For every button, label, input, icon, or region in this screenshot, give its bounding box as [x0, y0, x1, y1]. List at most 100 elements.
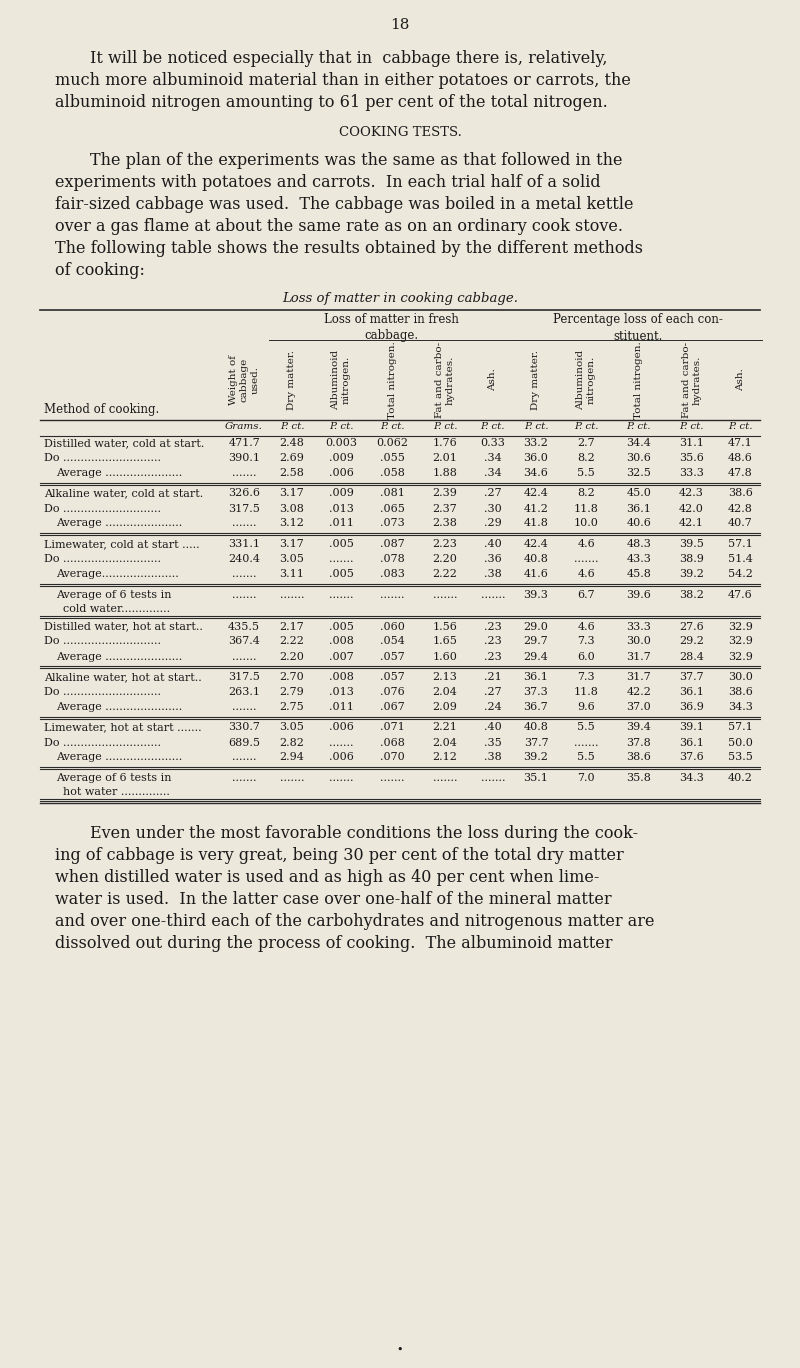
- Text: 2.13: 2.13: [433, 672, 458, 683]
- Text: 27.6: 27.6: [679, 621, 704, 632]
- Text: 0.33: 0.33: [481, 438, 506, 447]
- Text: Loss of matter in cooking cabbage.: Loss of matter in cooking cabbage.: [282, 291, 518, 305]
- Text: Fat and carbo-
hydrates.: Fat and carbo- hydrates.: [682, 342, 702, 419]
- Text: 435.5: 435.5: [228, 621, 260, 632]
- Text: 34.6: 34.6: [523, 468, 548, 477]
- Text: 48.3: 48.3: [626, 539, 651, 549]
- Text: 471.7: 471.7: [228, 438, 260, 447]
- Text: 2.79: 2.79: [279, 687, 304, 698]
- Text: .......: .......: [280, 773, 304, 782]
- Text: .......: .......: [232, 569, 256, 579]
- Text: 33.3: 33.3: [626, 621, 651, 632]
- Text: Average of 6 tests in: Average of 6 tests in: [56, 590, 171, 599]
- Text: 53.5: 53.5: [728, 752, 753, 762]
- Text: 2.75: 2.75: [279, 702, 304, 711]
- Text: 5.5: 5.5: [578, 468, 595, 477]
- Text: 57.1: 57.1: [728, 539, 753, 549]
- Text: .057: .057: [380, 672, 405, 683]
- Text: 2.39: 2.39: [433, 488, 458, 498]
- Text: .......: .......: [232, 468, 256, 477]
- Text: 2.21: 2.21: [433, 722, 458, 732]
- Text: 30.0: 30.0: [728, 672, 753, 683]
- Text: 331.1: 331.1: [228, 539, 260, 549]
- Text: .076: .076: [380, 687, 405, 698]
- Text: .38: .38: [484, 569, 502, 579]
- Text: .083: .083: [380, 569, 405, 579]
- Text: 2.09: 2.09: [433, 702, 458, 711]
- Text: 35.8: 35.8: [626, 773, 651, 782]
- Text: 45.0: 45.0: [626, 488, 651, 498]
- Text: 2.48: 2.48: [279, 438, 305, 447]
- Text: 36.1: 36.1: [626, 503, 651, 513]
- Text: 39.6: 39.6: [626, 590, 651, 599]
- Text: 39.4: 39.4: [626, 722, 651, 732]
- Text: 3.05: 3.05: [279, 554, 305, 564]
- Text: 7.0: 7.0: [578, 773, 595, 782]
- Text: over a gas flame at about the same rate as on an ordinary cook stove.: over a gas flame at about the same rate …: [55, 218, 623, 235]
- Text: .060: .060: [380, 621, 405, 632]
- Text: It will be noticed especially that in  cabbage there is, relatively,: It will be noticed especially that in ca…: [90, 51, 607, 67]
- Text: 2.58: 2.58: [279, 468, 305, 477]
- Text: .30: .30: [484, 503, 502, 513]
- Text: 40.8: 40.8: [523, 722, 548, 732]
- Text: .38: .38: [484, 752, 502, 762]
- Text: 35.6: 35.6: [679, 453, 704, 462]
- Text: 31.1: 31.1: [679, 438, 704, 447]
- Text: 4.6: 4.6: [578, 569, 595, 579]
- Text: 6.0: 6.0: [578, 651, 595, 662]
- Text: Albuminoid
nitrogen.: Albuminoid nitrogen.: [331, 350, 351, 410]
- Text: 1.76: 1.76: [433, 438, 458, 447]
- Text: 32.9: 32.9: [728, 621, 753, 632]
- Text: 2.37: 2.37: [433, 503, 458, 513]
- Text: 390.1: 390.1: [228, 453, 260, 462]
- Text: .23: .23: [484, 651, 502, 662]
- Text: 367.4: 367.4: [228, 636, 260, 647]
- Text: albuminoid nitrogen amounting to 61 per cent of the total nitrogen.: albuminoid nitrogen amounting to 61 per …: [55, 94, 608, 111]
- Text: 50.0: 50.0: [728, 737, 753, 747]
- Text: 51.4: 51.4: [728, 554, 753, 564]
- Text: 31.7: 31.7: [626, 672, 651, 683]
- Text: 40.7: 40.7: [728, 518, 753, 528]
- Text: 42.3: 42.3: [679, 488, 704, 498]
- Text: .055: .055: [380, 453, 405, 462]
- Text: Average ......................: Average ......................: [56, 468, 182, 477]
- Text: 2.38: 2.38: [433, 518, 458, 528]
- Text: Distilled water, cold at start.: Distilled water, cold at start.: [44, 438, 204, 447]
- Text: .......: .......: [232, 773, 256, 782]
- Text: Average ......................: Average ......................: [56, 518, 182, 528]
- Text: 2.69: 2.69: [279, 453, 305, 462]
- Text: 2.20: 2.20: [433, 554, 458, 564]
- Text: 10.0: 10.0: [574, 518, 598, 528]
- Text: COOKING TESTS.: COOKING TESTS.: [338, 126, 462, 140]
- Text: 5.5: 5.5: [578, 752, 595, 762]
- Text: 37.0: 37.0: [626, 702, 651, 711]
- Text: .......: .......: [280, 590, 304, 599]
- Text: 48.6: 48.6: [728, 453, 753, 462]
- Text: 45.8: 45.8: [626, 569, 651, 579]
- Text: Alkaline water, hot at start..: Alkaline water, hot at start..: [44, 672, 202, 683]
- Text: 29.4: 29.4: [523, 651, 548, 662]
- Text: 2.01: 2.01: [433, 453, 458, 462]
- Text: 41.8: 41.8: [523, 518, 548, 528]
- Text: 47.8: 47.8: [728, 468, 753, 477]
- Text: 54.2: 54.2: [728, 569, 753, 579]
- Text: .008: .008: [329, 636, 354, 647]
- Text: 1.88: 1.88: [433, 468, 458, 477]
- Text: 7.3: 7.3: [578, 636, 595, 647]
- Text: 38.9: 38.9: [679, 554, 704, 564]
- Text: .27: .27: [484, 687, 502, 698]
- Text: 42.0: 42.0: [679, 503, 704, 513]
- Text: 41.6: 41.6: [523, 569, 548, 579]
- Text: P. ct.: P. ct.: [433, 421, 458, 431]
- Text: 36.1: 36.1: [679, 687, 704, 698]
- Text: when distilled water is used and as high as 40 per cent when lime-: when distilled water is used and as high…: [55, 869, 599, 886]
- Text: .054: .054: [380, 636, 405, 647]
- Text: 2.22: 2.22: [433, 569, 458, 579]
- Text: The following table shows the results obtained by the different methods: The following table shows the results ob…: [55, 239, 643, 257]
- Text: 2.22: 2.22: [279, 636, 305, 647]
- Text: Dry matter.: Dry matter.: [531, 350, 541, 410]
- Text: .007: .007: [329, 651, 354, 662]
- Text: Do ............................: Do ............................: [44, 554, 161, 564]
- Text: .005: .005: [329, 569, 354, 579]
- Text: .......: .......: [433, 590, 458, 599]
